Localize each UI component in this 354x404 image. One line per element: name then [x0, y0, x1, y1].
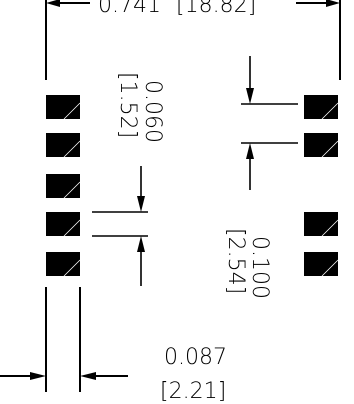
arrow-left-icon	[80, 372, 96, 380]
overall-width-dimension: 0.741 [18.82]	[45, 0, 341, 80]
pad-width-dimension: 0.087 [2.21]	[0, 287, 227, 404]
pad-pitch-inches: 0.100	[247, 236, 272, 299]
pad-height-dimension: 0.060 [1.52]	[92, 72, 165, 286]
pad	[304, 95, 338, 119]
pad	[304, 252, 338, 276]
pad	[46, 133, 80, 157]
pad	[304, 133, 338, 157]
arrow-left-icon	[46, 0, 60, 7]
arrow-down-icon	[137, 196, 145, 212]
pad	[46, 252, 80, 276]
arrow-right-icon	[326, 0, 340, 7]
arrow-right-icon	[30, 372, 46, 380]
arrow-down-icon	[246, 88, 254, 104]
arrow-up-icon	[137, 236, 145, 252]
pad	[46, 95, 80, 119]
pad-width-inches: 0.087	[164, 345, 227, 370]
pad-pitch-mm: [2.54]	[223, 228, 248, 294]
arrow-up-icon	[246, 143, 254, 159]
pad	[46, 212, 80, 236]
left-pad-column	[46, 95, 81, 277]
overall-width-mm: [18.82]	[176, 0, 256, 18]
pad-width-mm: [2.21]	[160, 379, 226, 404]
pad-height-inches: 0.060	[140, 80, 165, 143]
pad	[304, 212, 338, 236]
right-pad-column	[304, 95, 339, 277]
pad	[46, 174, 80, 198]
overall-width-inches: 0.741	[98, 0, 161, 18]
pad-height-mm: [1.52]	[115, 72, 140, 138]
pad-pitch-dimension: 0.100 [2.54]	[223, 56, 298, 299]
